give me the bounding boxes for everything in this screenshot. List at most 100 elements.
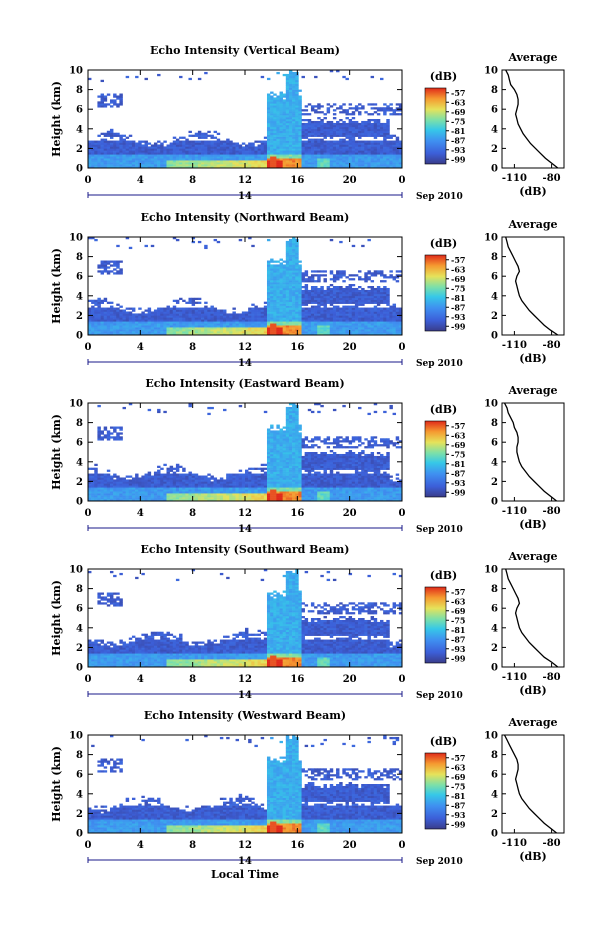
heatmap-cell bbox=[116, 262, 120, 265]
heatmap-cell bbox=[197, 152, 202, 155]
heatmap-cell bbox=[251, 307, 255, 310]
heatmap-cell bbox=[138, 160, 142, 163]
heatmap-cell bbox=[317, 158, 321, 161]
heatmap-cell bbox=[144, 77, 148, 81]
heatmap-cell bbox=[270, 323, 274, 326]
heatmap-cell bbox=[109, 475, 114, 478]
heatmap-cell bbox=[175, 487, 180, 490]
heatmap-cell bbox=[106, 154, 111, 157]
heatmap-cell bbox=[323, 293, 327, 297]
heatmap-cell bbox=[235, 156, 240, 159]
heatmap-cell bbox=[364, 164, 368, 167]
heatmap-cell bbox=[292, 75, 296, 79]
heatmap-cell bbox=[160, 323, 164, 326]
heatmap-cell bbox=[128, 162, 133, 165]
heatmap-cell bbox=[389, 158, 393, 161]
heatmap-cell bbox=[295, 250, 299, 253]
heatmap-cell bbox=[326, 311, 331, 314]
heatmap-cell bbox=[351, 158, 356, 161]
heatmap-cell bbox=[113, 142, 117, 145]
heatmap-cell bbox=[232, 152, 236, 155]
heatmap-cell bbox=[314, 111, 318, 114]
heatmap-cell bbox=[279, 107, 283, 110]
heatmap-cell bbox=[285, 311, 290, 314]
heatmap-cell bbox=[354, 287, 359, 291]
heatmap-cell bbox=[376, 124, 381, 128]
heatmap-cell bbox=[153, 321, 158, 324]
heatmap-cell bbox=[251, 333, 255, 336]
heatmap-cell bbox=[103, 495, 108, 498]
heatmap-cell bbox=[386, 301, 390, 304]
heatmap-cell bbox=[128, 158, 133, 161]
heatmap-cell bbox=[232, 146, 236, 149]
heatmap-cell bbox=[326, 128, 331, 132]
heatmap-cell bbox=[354, 164, 359, 167]
heatmap-cell bbox=[100, 307, 104, 310]
heatmap-cell bbox=[329, 270, 334, 273]
heatmap-cell bbox=[310, 132, 315, 135]
heatmap-cell bbox=[295, 262, 299, 265]
heatmap-cell bbox=[288, 97, 293, 100]
heatmap-cell bbox=[292, 87, 296, 90]
heatmap-cell bbox=[188, 130, 192, 134]
heatmap-cell bbox=[197, 148, 202, 151]
heatmap-cell bbox=[332, 124, 337, 128]
heatmap-cell bbox=[106, 132, 111, 135]
heatmap-cell bbox=[295, 323, 299, 326]
heatmap-cell bbox=[317, 152, 321, 155]
heatmap-cell bbox=[351, 319, 356, 322]
heatmap-cell bbox=[292, 299, 296, 302]
heatmap-cell bbox=[285, 258, 290, 261]
heatmap-cell bbox=[185, 489, 189, 492]
heatmap-cell bbox=[109, 331, 114, 334]
heatmap-cell bbox=[364, 311, 368, 314]
heatmap-cell bbox=[254, 309, 258, 312]
heatmap-cell bbox=[122, 481, 126, 484]
heatmap-cell bbox=[383, 158, 387, 161]
heatmap-cell bbox=[88, 475, 92, 478]
heatmap-cell bbox=[113, 473, 117, 476]
heatmap-cell bbox=[314, 313, 318, 316]
heatmap-cell bbox=[367, 142, 371, 145]
heatmap-cell bbox=[172, 323, 177, 326]
heatmap-cell bbox=[113, 166, 117, 169]
heatmap-cell bbox=[172, 166, 177, 169]
heatmap-cell bbox=[97, 404, 101, 408]
heatmap-cell bbox=[166, 325, 170, 328]
heatmap-cell bbox=[91, 495, 95, 498]
heatmap-cell bbox=[179, 309, 183, 312]
heatmap-cell bbox=[320, 105, 324, 108]
heatmap-cell bbox=[201, 162, 205, 165]
heatmap-cell bbox=[119, 481, 123, 484]
heatmap-cell bbox=[270, 107, 274, 110]
y-tick-label: 8 bbox=[76, 85, 83, 96]
heatmap-cell bbox=[332, 309, 337, 312]
heatmap-cell bbox=[367, 154, 371, 157]
heatmap-cell bbox=[383, 109, 387, 112]
heatmap-cell bbox=[304, 144, 309, 147]
heatmap-cell bbox=[345, 132, 349, 135]
heatmap-cell bbox=[354, 291, 359, 295]
heatmap-cell bbox=[172, 321, 177, 324]
heatmap-cell bbox=[314, 305, 318, 308]
heatmap-cell bbox=[332, 166, 337, 169]
heatmap-cell bbox=[314, 321, 318, 324]
heatmap-cell bbox=[367, 119, 371, 122]
heatmap-cell bbox=[106, 489, 111, 492]
heatmap-cell bbox=[97, 164, 101, 167]
heatmap-cell bbox=[257, 307, 261, 310]
heatmap-cell bbox=[389, 144, 393, 147]
heatmap-cell bbox=[188, 329, 192, 332]
heatmap-cell bbox=[201, 152, 205, 155]
heatmap-cell bbox=[201, 329, 205, 332]
heatmap-cell bbox=[103, 319, 108, 322]
heatmap-cell bbox=[266, 282, 271, 285]
heatmap-cell bbox=[109, 487, 114, 490]
heatmap-cell bbox=[364, 130, 368, 134]
heatmap-cell bbox=[163, 146, 167, 149]
heatmap-cell bbox=[373, 120, 378, 124]
heatmap-cell bbox=[128, 146, 133, 149]
heatmap-cell bbox=[383, 323, 387, 326]
heatmap-cell bbox=[266, 160, 271, 163]
heatmap-cell bbox=[88, 77, 92, 81]
